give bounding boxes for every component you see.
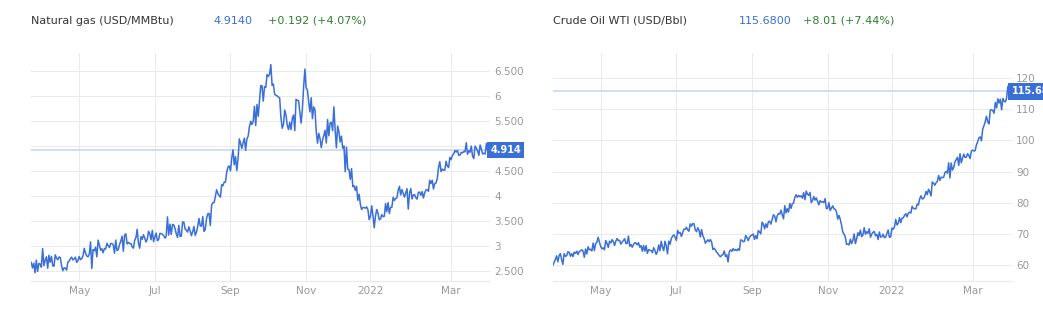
- Text: Crude Oil WTI (USD/Bbl): Crude Oil WTI (USD/Bbl): [553, 16, 686, 26]
- Text: +0.192 (+4.07%): +0.192 (+4.07%): [268, 16, 366, 26]
- Text: Natural gas (USD/MMBtu): Natural gas (USD/MMBtu): [31, 16, 174, 26]
- Text: 115.6800: 115.6800: [738, 16, 792, 26]
- Text: +8.01 (+7.44%): +8.01 (+7.44%): [803, 16, 895, 26]
- Text: 4.9140: 4.9140: [214, 16, 252, 26]
- Text: 4.914: 4.914: [490, 145, 520, 155]
- Text: 115.68: 115.68: [1012, 86, 1043, 96]
